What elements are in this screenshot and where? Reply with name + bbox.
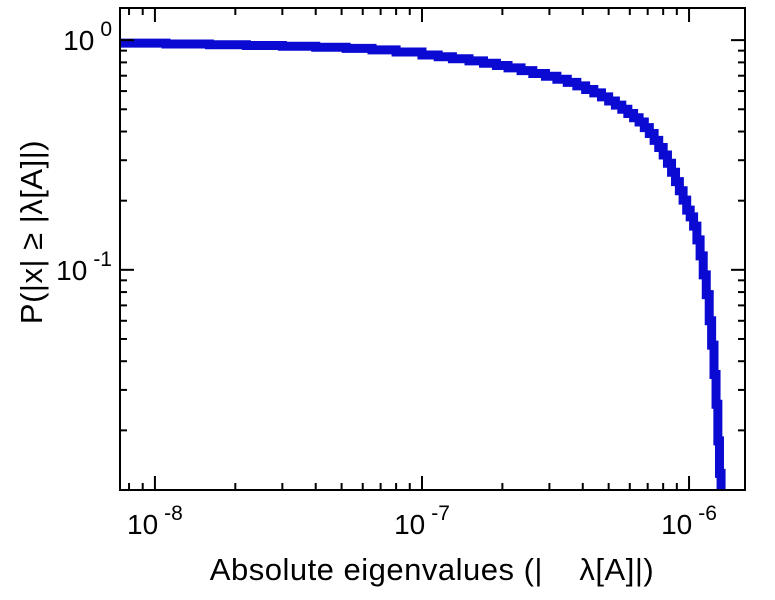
y-tick-label: 10 0	[63, 18, 112, 56]
ccdf-step-curve	[120, 38, 726, 490]
y-tick-label: 10 -1	[56, 248, 112, 286]
x-axis-title: Absolute eigenvalues (| λ[A]|)	[209, 552, 655, 587]
x-tick-label: 10 -6	[661, 502, 717, 540]
x-tick-label: 10 -8	[127, 502, 183, 540]
x-tick-label: 10 -7	[394, 502, 450, 540]
y-axis-title: P(|x| ≥ |λ[A]|)	[14, 139, 49, 325]
plot-frame	[119, 7, 746, 491]
